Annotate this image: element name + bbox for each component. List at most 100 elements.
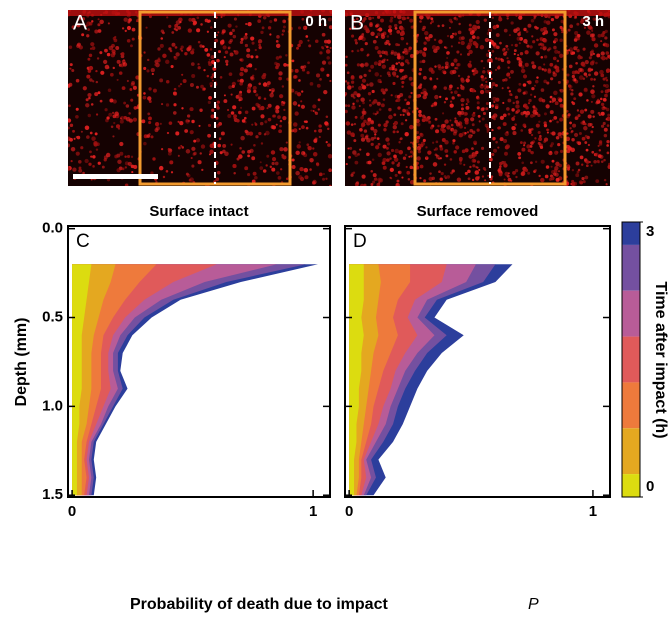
cell (182, 79, 187, 84)
cell (259, 121, 264, 126)
cell (511, 117, 515, 122)
cell (454, 16, 457, 19)
cell (204, 47, 209, 52)
cell (522, 83, 527, 87)
cell (422, 91, 428, 96)
cell (514, 43, 518, 48)
cell (499, 165, 502, 168)
cell (124, 166, 128, 169)
cell (377, 50, 382, 55)
cell (240, 37, 244, 41)
cell (602, 106, 606, 109)
cell (437, 64, 442, 69)
cell (324, 121, 329, 126)
cell (358, 104, 361, 108)
cell (421, 59, 426, 64)
cell (387, 28, 393, 33)
cell (355, 184, 359, 186)
cell (232, 164, 237, 169)
cell (453, 129, 458, 134)
overlays: A 0 h B 3 h (73, 10, 604, 186)
cell (347, 104, 351, 108)
cell (480, 146, 485, 150)
cell (456, 50, 460, 54)
cell (604, 36, 608, 40)
cell (228, 72, 233, 76)
cell (597, 111, 601, 115)
cell (211, 108, 215, 112)
colorbar-band (622, 290, 640, 337)
cell (92, 155, 96, 159)
cell (178, 84, 181, 88)
cell (396, 75, 399, 78)
cell (569, 85, 573, 89)
cell (418, 113, 423, 118)
cell (417, 149, 422, 154)
cell (560, 135, 563, 139)
cell (555, 135, 560, 140)
cell (600, 33, 605, 38)
x-tick-label: 1 (589, 503, 597, 520)
cell (462, 88, 465, 91)
cell (209, 149, 214, 155)
cell (480, 59, 484, 63)
cell (459, 124, 463, 129)
cell (591, 29, 594, 32)
cell (244, 129, 248, 134)
cell (449, 158, 453, 161)
cell (91, 46, 96, 50)
cell (424, 117, 429, 122)
cell (258, 106, 262, 111)
cell (538, 97, 543, 102)
cell (353, 91, 358, 96)
cell (584, 122, 587, 126)
cell (571, 182, 576, 186)
cell (540, 88, 545, 92)
cell (441, 69, 446, 74)
cell (94, 29, 99, 34)
cell (206, 74, 210, 78)
cell (416, 147, 420, 151)
cell (88, 53, 93, 58)
cell (535, 123, 540, 128)
cell (200, 23, 203, 26)
cell (593, 71, 599, 76)
cell (370, 183, 374, 186)
cell (270, 88, 276, 93)
cell (190, 156, 193, 160)
cell (575, 61, 578, 65)
cell (551, 118, 554, 122)
cell (155, 126, 160, 131)
cell (239, 71, 244, 77)
cell (416, 122, 421, 127)
cell (479, 44, 485, 50)
cell (526, 144, 531, 149)
cell (206, 53, 211, 57)
cell (114, 35, 117, 39)
cell (126, 38, 131, 43)
cell (177, 25, 182, 30)
cell (95, 69, 98, 73)
cell (272, 114, 276, 118)
cell (473, 140, 478, 145)
cell (309, 81, 314, 86)
cell (381, 50, 385, 55)
cell (389, 167, 394, 172)
cell (404, 59, 409, 63)
cell (312, 147, 315, 150)
cell (496, 45, 500, 50)
cell (359, 183, 365, 186)
cell (85, 103, 90, 108)
cell (216, 170, 221, 175)
cell (351, 85, 354, 88)
cell (485, 125, 489, 129)
cell (366, 121, 371, 126)
cell (598, 114, 601, 117)
cell (190, 50, 195, 55)
cell (157, 57, 161, 60)
cell (489, 157, 493, 162)
cell (545, 165, 550, 169)
cell (355, 181, 359, 185)
cell (236, 157, 240, 161)
cell (515, 175, 518, 179)
